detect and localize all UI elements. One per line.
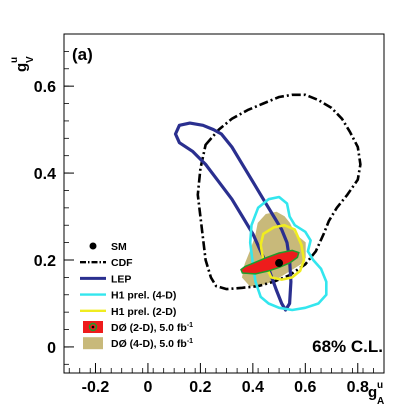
- legend-label: H1 prel. (2-D): [111, 306, 176, 318]
- x-tick-label: 0: [143, 379, 152, 396]
- series-lep: [173, 121, 293, 312]
- series-h1_4d: [248, 195, 328, 312]
- legend-swatch-dot: [91, 325, 95, 329]
- y-axis-label-main: g: [13, 63, 30, 72]
- legend-item-d0_4d: DØ (4-D), 5.0 fb-1: [83, 337, 193, 350]
- y-tick-label: 0.6: [34, 79, 56, 96]
- x-tick-label: -0.2: [82, 379, 110, 396]
- legend-swatch: [83, 337, 103, 350]
- legend-label: CDF: [111, 257, 133, 269]
- y-tick-label: 0.2: [34, 253, 56, 270]
- legend-swatch: [89, 242, 97, 250]
- legend-item-h1_4d: H1 prel. (4-D): [80, 290, 176, 302]
- legend-item-cdf: CDF: [80, 257, 133, 269]
- x-tick-label: 0.2: [189, 379, 211, 396]
- sm-point: [275, 259, 284, 268]
- series-cdf: [196, 93, 362, 291]
- x-axis-label-sub: A: [377, 396, 384, 407]
- x-tick-label: 0.8: [347, 379, 369, 396]
- x-tick-label: 0.6: [294, 379, 316, 396]
- legend-label: DØ (2-D), 5.0 fb-1: [111, 322, 193, 334]
- x-axis-label: g u A: [368, 380, 384, 407]
- series-d0_2d: [240, 249, 300, 275]
- axes-ticks: -0.2 0 0.2 0.4 0.6 0.8 0 0.2 0.4 0.6: [34, 33, 385, 396]
- legend-swatch-marker: [88, 322, 98, 332]
- legend: SM CDF LEP H1 prel. (4-D) H1 prel. (2-D) DØ (…: [80, 241, 193, 350]
- cl-annotation: 68% C.L.: [312, 337, 383, 356]
- legend-label: H1 prel. (4-D): [111, 290, 176, 302]
- legend-label: DØ (4-D), 5.0 fb-1: [111, 338, 193, 350]
- series-layer: [173, 93, 362, 312]
- x-axis-label-sup: u: [377, 380, 383, 391]
- y-axis-label-sub: V: [25, 56, 36, 63]
- legend-item-lep: LEP: [80, 273, 131, 285]
- legend-item-sm: SM: [89, 241, 127, 253]
- x-tick-label: 0.4: [242, 379, 264, 396]
- legend-item-d0_2d: DØ (2-D), 5.0 fb-1: [83, 321, 193, 334]
- y-tick-label: 0.4: [34, 166, 56, 183]
- legend-item-h1_2d: H1 prel. (2-D): [80, 306, 176, 318]
- legend-label: LEP: [111, 273, 131, 285]
- legend-label: SM: [111, 241, 127, 253]
- panel-label: (a): [72, 45, 93, 64]
- series-h1_2d: [259, 223, 306, 281]
- legend-label-sup: -1: [187, 322, 193, 329]
- y-axis-label: g u V: [9, 56, 36, 72]
- x-axis-label-main: g: [368, 384, 377, 401]
- legend-label-sup: -1: [187, 338, 193, 345]
- y-axis-label-sup: u: [9, 57, 20, 63]
- plot-frame: [63, 33, 385, 374]
- sm-marker: [275, 259, 284, 268]
- y-tick-label: 0: [47, 340, 56, 357]
